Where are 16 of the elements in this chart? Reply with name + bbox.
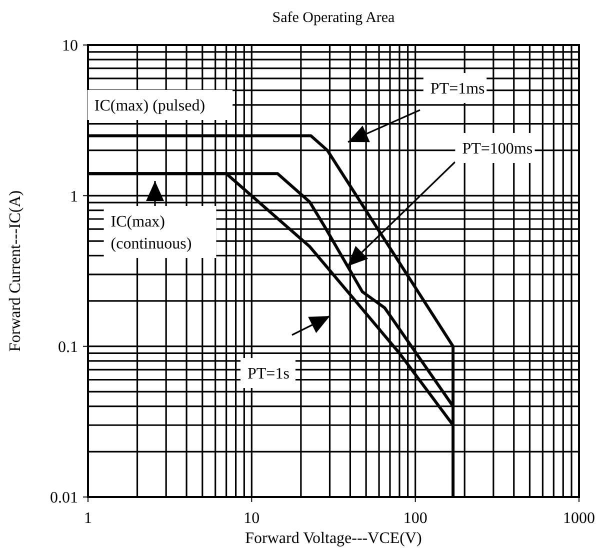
x-tick-label: 100 [403,510,428,527]
y-tick-label: 0.01 [50,490,78,507]
y-tick-label: 1 [70,188,78,206]
x-tick-label: 10 [244,510,260,527]
y-tick-label: 10 [62,38,78,55]
y-tick-label: 0.1 [58,338,78,356]
annotation: PT=1ms [430,80,485,98]
y-axis-title: Forward Current---IC(A) [7,190,24,352]
annotation: PT=100ms [462,140,533,158]
x-tick-label: 1 [84,510,92,527]
annotation: PT=1s [248,366,290,383]
x-axis-title: Forward Voltage---VCE(V) [245,530,422,547]
annotation: IC(max) (continuous) [110,214,192,253]
x-tick-label: 1000 [563,510,595,527]
chart-title: Safe Operating Area [272,10,396,26]
annotation: IC(max) (pulsed) [94,98,206,115]
